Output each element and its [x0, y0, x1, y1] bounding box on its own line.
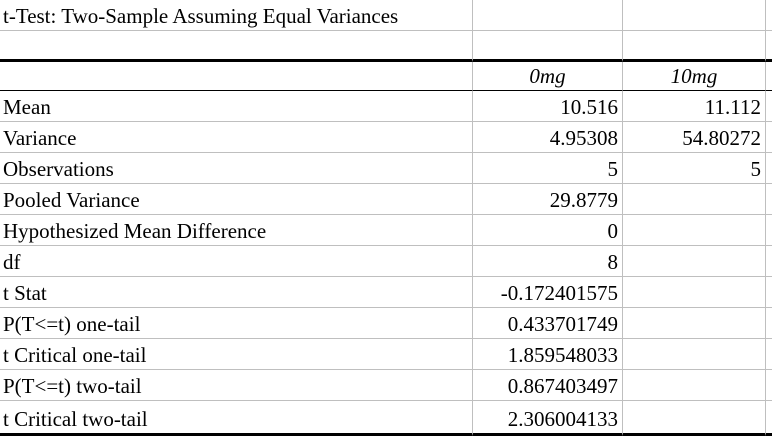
value-cell-10mg[interactable] [623, 246, 766, 277]
empty-cell [766, 401, 772, 436]
row-label[interactable]: Pooled Variance [0, 184, 473, 215]
value-cell-10mg[interactable] [623, 370, 766, 401]
empty-cell [766, 277, 772, 308]
value-cell-10mg[interactable] [623, 308, 766, 339]
value-cell-0mg[interactable]: 10.516 [473, 91, 623, 122]
empty-cell [766, 153, 772, 184]
empty-cell [766, 91, 772, 122]
title-cell[interactable]: t-Test: Two-Sample Assuming Equal Varian… [0, 0, 473, 31]
row-label[interactable]: P(T<=t) two-tail [0, 370, 473, 401]
value-cell-0mg[interactable]: 29.8779 [473, 184, 623, 215]
value-cell-10mg[interactable] [623, 277, 766, 308]
empty-cell[interactable] [0, 62, 473, 91]
value-cell-0mg[interactable]: 4.95308 [473, 122, 623, 153]
value-cell-0mg[interactable]: 0.433701749 [473, 308, 623, 339]
empty-cell[interactable] [473, 31, 623, 62]
empty-cell[interactable] [623, 31, 766, 62]
value-cell-10mg[interactable] [623, 339, 766, 370]
empty-cell [766, 122, 772, 153]
empty-cell [766, 215, 772, 246]
row-label[interactable]: t Stat [0, 277, 473, 308]
empty-cell [766, 62, 772, 91]
value-cell-10mg[interactable]: 5 [623, 153, 766, 184]
empty-cell [766, 31, 772, 62]
column-header-10mg[interactable]: 10mg [623, 62, 766, 91]
value-cell-10mg[interactable] [623, 215, 766, 246]
column-header-0mg[interactable]: 0mg [473, 62, 623, 91]
row-label[interactable]: Mean [0, 91, 473, 122]
row-label[interactable]: Hypothesized Mean Difference [0, 215, 473, 246]
empty-cell[interactable] [623, 0, 766, 31]
empty-cell [766, 246, 772, 277]
value-cell-0mg[interactable]: 0 [473, 215, 623, 246]
value-cell-10mg[interactable]: 54.80272 [623, 122, 766, 153]
value-cell-0mg[interactable]: 5 [473, 153, 623, 184]
value-cell-0mg[interactable]: 2.306004133 [473, 401, 623, 436]
value-cell-0mg[interactable]: -0.172401575 [473, 277, 623, 308]
empty-cell [766, 339, 772, 370]
empty-cell [766, 184, 772, 215]
row-label[interactable]: t Critical two-tail [0, 401, 473, 436]
row-label[interactable]: t Critical one-tail [0, 339, 473, 370]
row-label[interactable]: P(T<=t) one-tail [0, 308, 473, 339]
value-cell-10mg[interactable] [623, 184, 766, 215]
row-label[interactable]: Variance [0, 122, 473, 153]
empty-cell [766, 370, 772, 401]
value-cell-0mg[interactable]: 1.859548033 [473, 339, 623, 370]
value-cell-10mg[interactable] [623, 401, 766, 436]
row-label[interactable]: df [0, 246, 473, 277]
empty-cell [766, 0, 772, 31]
empty-cell [766, 308, 772, 339]
empty-cell[interactable] [473, 0, 623, 31]
value-cell-0mg[interactable]: 8 [473, 246, 623, 277]
empty-cell[interactable] [0, 31, 473, 62]
value-cell-10mg[interactable]: 11.112 [623, 91, 766, 122]
row-label[interactable]: Observations [0, 153, 473, 184]
value-cell-0mg[interactable]: 0.867403497 [473, 370, 623, 401]
